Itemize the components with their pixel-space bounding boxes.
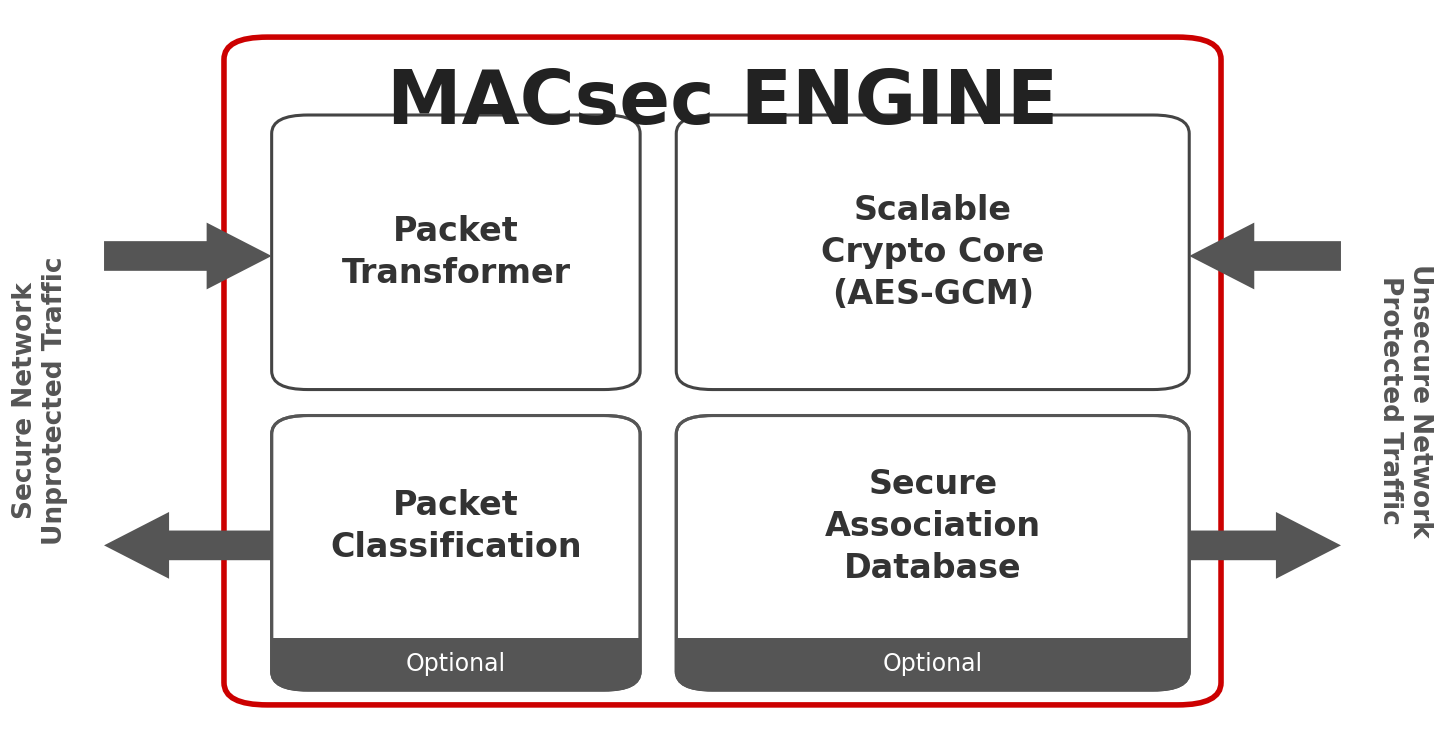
Text: Packet
Transformer: Packet Transformer xyxy=(341,214,571,290)
Polygon shape xyxy=(1189,512,1341,579)
Text: MACsec ENGINE: MACsec ENGINE xyxy=(387,67,1058,139)
Bar xyxy=(676,638,1189,662)
FancyBboxPatch shape xyxy=(272,115,640,390)
Polygon shape xyxy=(1189,223,1341,289)
Text: Secure Network
Unprotected Traffic: Secure Network Unprotected Traffic xyxy=(13,257,68,545)
Bar xyxy=(272,638,640,662)
FancyBboxPatch shape xyxy=(272,416,640,690)
Text: Scalable
Crypto Core
(AES-GCM): Scalable Crypto Core (AES-GCM) xyxy=(821,194,1045,311)
FancyBboxPatch shape xyxy=(676,416,1189,690)
Text: Optional: Optional xyxy=(883,652,983,676)
FancyBboxPatch shape xyxy=(676,115,1189,390)
Text: Optional: Optional xyxy=(406,652,506,676)
Polygon shape xyxy=(104,512,272,579)
Polygon shape xyxy=(104,223,272,289)
Text: Packet
Classification: Packet Classification xyxy=(329,489,582,565)
Text: Secure
Association
Database: Secure Association Database xyxy=(825,468,1040,585)
FancyBboxPatch shape xyxy=(272,638,640,690)
Text: Unsecure Network
Protected Traffic: Unsecure Network Protected Traffic xyxy=(1377,264,1432,537)
FancyBboxPatch shape xyxy=(676,638,1189,690)
